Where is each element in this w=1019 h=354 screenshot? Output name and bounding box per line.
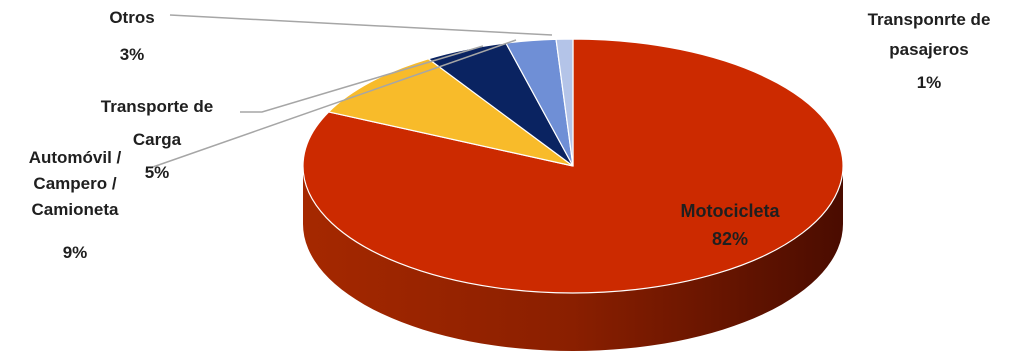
slice-label-autom-vil-campero-camioneta: Automóvil / Campero / Camioneta 9% — [29, 148, 122, 262]
pie-sides — [303, 166, 843, 351]
leader-transporte-carga — [240, 45, 484, 113]
slice-label-transporte-de-carga: Transporte de Carga 5% — [101, 97, 213, 182]
pie-slice-transponrte-de-pasajeros — [555, 38, 574, 167]
leader-lines — [149, 14, 553, 169]
slice-label-transponrte-de-pasajeros: Transponrte de pasajeros 1% — [868, 10, 991, 92]
leader-automovil — [149, 39, 517, 169]
slice-labels: Motocicleta 82% Automóvil / Campero / Camion… — [29, 8, 991, 262]
pie-slice-autom-vil-campero-camioneta — [327, 58, 574, 167]
pie-side-motocicleta — [303, 166, 843, 351]
leader-otros — [169, 14, 553, 36]
slice-label-otros: Otros 3% — [109, 8, 154, 64]
slice-label-motocicleta: Motocicleta 82% — [680, 201, 780, 249]
pie-slices — [302, 38, 844, 294]
